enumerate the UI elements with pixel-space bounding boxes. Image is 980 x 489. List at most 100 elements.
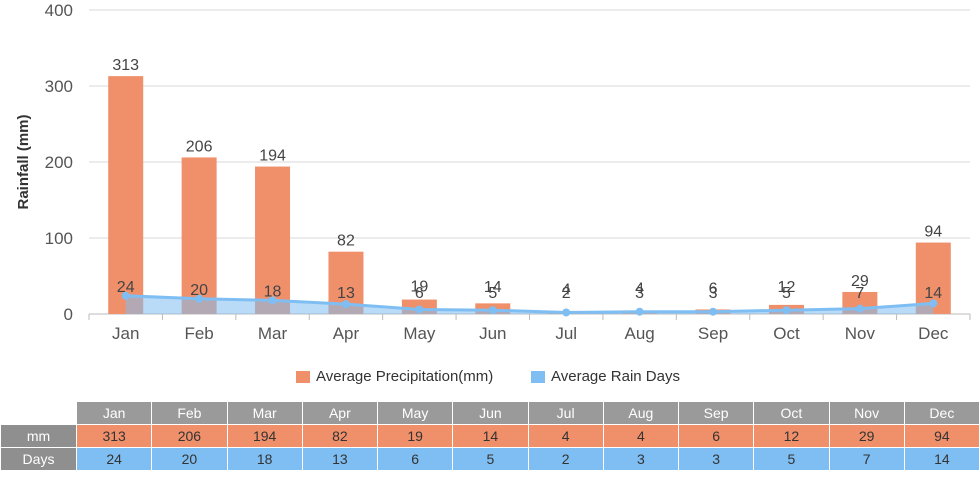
table-cell: 18 [226,447,303,471]
bar-data-label: 82 [337,233,355,250]
bar-data-label: 19 [410,278,428,295]
area-data-label: 5 [488,285,497,302]
area-data-label: 20 [190,282,208,299]
table-row-label: Days [0,447,77,471]
area-point [341,300,350,309]
x-tick-label: Jul [555,324,577,343]
area-data-label: 13 [337,285,355,302]
bar-data-label: 6 [709,281,718,298]
table-cell: 4 [602,424,680,448]
legend-swatch-rain-days [531,370,545,383]
table-corner [0,401,77,425]
table-header-cell: May [376,401,454,425]
table-cell: 82 [301,424,379,448]
table-cell: 12 [753,424,830,448]
area-point [929,299,938,308]
bar-data-label: 194 [259,148,286,165]
area-data-label: 2 [562,285,571,302]
area-data-label: 3 [635,285,644,302]
area-point [195,294,204,303]
table-cell: 313 [75,424,153,448]
x-tick-label: Aug [625,324,655,343]
area-line [125,294,934,314]
y-axis-label: Rainfall (mm) [15,114,32,209]
bar [108,76,144,315]
area-data-label: 3 [709,285,718,302]
table-header-cell: Sep [677,401,755,425]
table-cell: 5 [452,447,529,471]
area-point [782,306,791,315]
table-cell: 5 [753,447,830,471]
area-data-label: 5 [782,285,791,302]
bar-data-label: 94 [924,224,942,241]
bar-data-label: 4 [562,281,571,298]
table-cell: 14 [452,424,529,448]
table-header-cell: Aug [602,401,680,425]
table-row-label: mm [0,424,77,448]
bar-data-label: 4 [635,281,644,298]
bar-data-label: 206 [186,138,213,155]
area-point [709,307,718,316]
bar-data-label: 14 [484,279,502,296]
legend-label-precipitation: Average Precipitation(mm) [316,368,494,385]
area-point [488,306,497,315]
area-data-label: 24 [117,279,135,296]
bar-data-label: 12 [778,279,796,296]
area-data-label: 7 [855,285,864,302]
x-tick-label: Oct [773,324,800,343]
table-header-cell: Dec [903,401,980,425]
bar [181,157,217,314]
table-cell: 14 [903,447,980,471]
x-tick-label: Mar [258,324,288,343]
table-cell: 3 [602,447,680,471]
legend-item-precipitation[interactable]: Average Precipitation(mm) [296,368,493,385]
x-tick-label: Feb [184,324,213,343]
area-point [121,291,130,300]
table-header-cell: Mar [226,401,303,425]
table-cell: 2 [527,447,604,471]
area-data-label: 18 [264,283,282,300]
table-header-cell: Feb [151,401,228,425]
table-cell: 20 [151,447,228,471]
area-point [855,304,864,313]
table-cell: 24 [75,447,153,471]
table-row-days: Days 24 20 18 13 6 5 2 3 3 5 7 14 [0,447,980,471]
area-point [635,307,644,316]
table-cell: 29 [828,424,905,448]
area-data-label: 14 [924,285,942,302]
area-fill [125,295,934,314]
area-point [562,308,571,317]
area-point [268,296,277,305]
x-tick-label: Apr [333,324,360,343]
table-cell: 206 [151,424,228,448]
data-table: Jan Feb Mar Apr May Jun Jul Aug Sep Oct … [0,401,980,471]
area-point [415,305,424,314]
bar [255,166,291,314]
table-header-cell: Jan [75,401,153,425]
table-header-cell: Apr [301,401,379,425]
legend-label-rain-days: Average Rain Days [551,368,680,385]
table-cell: 4 [527,424,604,448]
y-tick-label: 0 [64,305,73,324]
table-cell: 94 [903,424,980,448]
legend-item-rain-days[interactable]: Average Rain Days [531,368,680,385]
x-tick-label: Sep [698,324,728,343]
chart-legend: Average Precipitation(mm) Average Rain D… [0,368,980,390]
table-header-cell: Nov [828,401,905,425]
rainfall-chart: 0 100 200 300 400 Rainfall (mm) Jan Feb Mar Apr Ma… [15,1,971,343]
table-cell: 3 [677,447,755,471]
table-cell: 19 [376,424,454,448]
x-tick-label: Jun [479,324,506,343]
x-tick-label: Nov [845,324,876,343]
area-data-label: 6 [415,285,424,302]
table-cell: 6 [376,447,454,471]
table-header-row: Jan Feb Mar Apr May Jun Jul Aug Sep Oct … [0,401,980,425]
y-tick-label: 400 [45,1,73,20]
table-cell: 13 [301,447,379,471]
y-tick-label: 200 [45,153,73,172]
x-tick-label: May [403,324,436,343]
table-cell: 194 [226,424,303,448]
legend-swatch-precipitation [296,370,310,383]
x-tick-label: Dec [918,324,949,343]
y-tick-label: 300 [45,77,73,96]
